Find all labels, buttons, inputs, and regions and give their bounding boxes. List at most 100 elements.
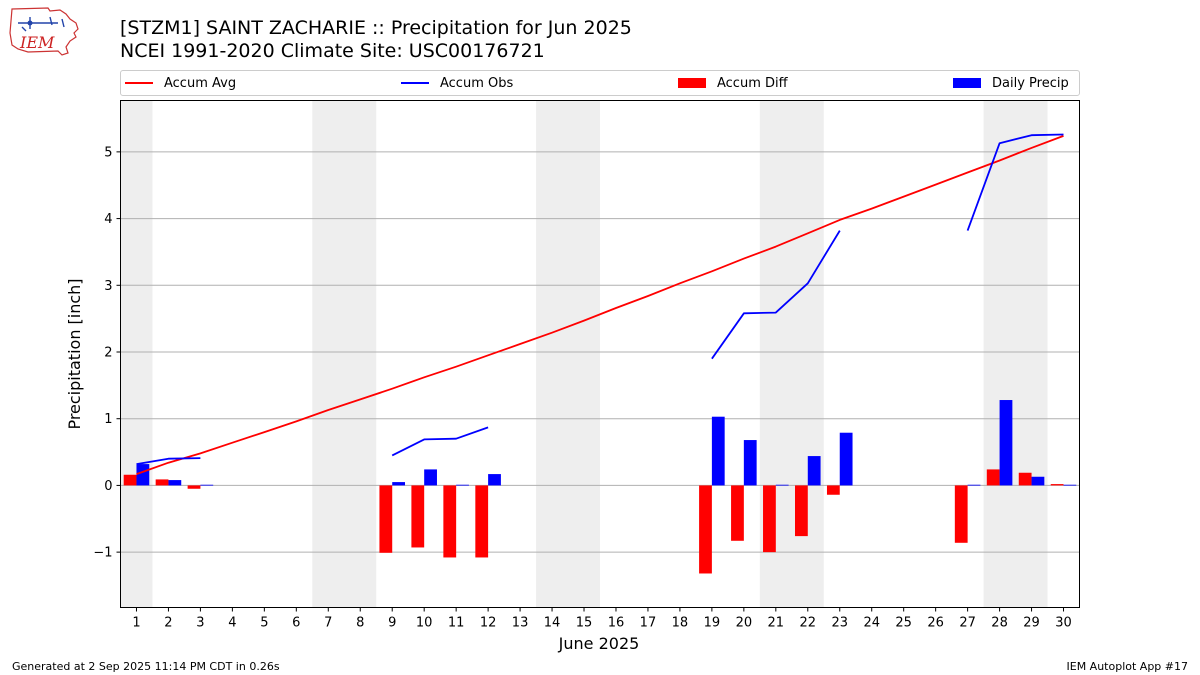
x-tick-label: 18 — [672, 616, 689, 631]
daily-precip-bar — [1063, 484, 1077, 486]
x-tick-label: 25 — [895, 616, 912, 631]
x-tick-label: 8 — [356, 616, 364, 631]
accum-diff-bar — [826, 485, 840, 495]
x-tick-label: 7 — [324, 616, 332, 631]
daily-precip-bar — [839, 432, 853, 486]
x-tick-label: 13 — [512, 616, 529, 631]
accum-diff-bar — [443, 485, 457, 558]
daily-precip-bar — [807, 456, 821, 486]
chart-subtitle: NCEI 1991-2020 Climate Site: USC00176721 — [120, 40, 545, 62]
legend-swatch — [953, 78, 981, 88]
daily-precip-bar — [711, 416, 725, 486]
y-axis-label: Precipitation [inch] — [65, 278, 84, 429]
x-tick-label: 14 — [544, 616, 561, 631]
daily-precip-bar — [168, 480, 182, 486]
accum-diff-bar — [794, 485, 808, 537]
accum-obs-line — [391, 426, 489, 457]
y-tick-label: 1 — [104, 412, 112, 427]
legend-item-accum-avg: Accum Avg — [125, 71, 236, 95]
x-tick-label: 3 — [196, 616, 204, 631]
footer-app-id: IEM Autoplot App #17 — [1066, 660, 1189, 673]
y-tick-label: 3 — [104, 279, 112, 294]
x-tick-label: 29 — [1023, 616, 1040, 631]
accum-diff-bar — [155, 479, 169, 486]
x-tick-label: 20 — [736, 616, 753, 631]
legend-item-accum-diff: Accum Diff — [678, 71, 788, 95]
x-tick-label: 27 — [959, 616, 976, 631]
daily-precip-bar — [424, 469, 437, 486]
accum-diff-bar — [123, 474, 137, 486]
accum-diff-bar — [1050, 484, 1064, 486]
daily-precip-bar — [456, 484, 469, 486]
iem-logo-icon: IEM — [9, 7, 79, 56]
legend: Accum Avg Accum Obs Accum Diff Daily Pre… — [120, 70, 1080, 96]
daily-precip-bar — [743, 440, 757, 486]
accum-diff-bar — [411, 485, 425, 548]
accum-diff-bar — [954, 485, 968, 543]
weekend-shade — [120, 100, 153, 608]
x-tick-label: 2 — [164, 616, 172, 631]
x-tick-label: 16 — [608, 616, 625, 631]
legend-label: Accum Obs — [440, 75, 514, 91]
daily-precip-bar — [392, 482, 406, 486]
x-tick-label: 19 — [704, 616, 721, 631]
accum-diff-bar — [699, 485, 712, 574]
y-tick-label: 4 — [104, 212, 112, 227]
y-tick-label: 0 — [104, 479, 112, 494]
x-tick-label: 17 — [640, 616, 657, 631]
x-tick-label: 1 — [132, 616, 140, 631]
x-tick-label: 30 — [1055, 616, 1072, 631]
legend-label: Accum Diff — [717, 75, 788, 91]
x-tick-label: 26 — [927, 616, 944, 631]
legend-swatch — [125, 82, 153, 84]
footer-generated: Generated at 2 Sep 2025 11:14 PM CDT in … — [12, 660, 280, 673]
legend-swatch — [678, 78, 706, 88]
daily-precip-bar — [1031, 476, 1045, 486]
legend-item-daily-precip: Daily Precip — [953, 71, 1069, 95]
accum-obs-line — [966, 133, 1064, 231]
legend-label: Daily Precip — [992, 75, 1069, 91]
accum-diff-bar — [1018, 472, 1032, 486]
x-tick-label: 10 — [416, 616, 433, 631]
x-axis-label: June 2025 — [558, 634, 640, 653]
chart-title: [STZM1] SAINT ZACHARIE :: Precipitation … — [120, 17, 632, 39]
daily-precip-bar — [999, 400, 1013, 486]
legend-label: Accum Avg — [164, 75, 237, 91]
x-tick-label: 23 — [831, 616, 848, 631]
y-tick-label: −1 — [93, 546, 112, 561]
daily-precip-bar — [967, 484, 981, 486]
y-tick-label: 5 — [104, 145, 112, 160]
accum-diff-bar — [763, 485, 776, 553]
accum-diff-bar — [379, 485, 393, 553]
weekend-shade — [983, 100, 1048, 608]
legend-swatch — [401, 82, 429, 84]
x-tick-label: 5 — [260, 616, 268, 631]
x-tick-label: 6 — [292, 616, 300, 631]
weekend-shade — [536, 100, 600, 608]
logo-text: IEM — [19, 33, 55, 52]
legend-item-accum-obs: Accum Obs — [401, 71, 513, 95]
x-tick-label: 9 — [388, 616, 396, 631]
x-tick-label: 21 — [768, 616, 785, 631]
plot-frame — [120, 100, 1080, 608]
daily-precip-bar — [775, 484, 789, 486]
accum-diff-bar — [187, 485, 201, 489]
x-tick-label: 24 — [863, 616, 880, 631]
weekend-shade — [312, 100, 377, 608]
daily-precip-bar — [488, 474, 501, 486]
accum-diff-bar — [986, 469, 1000, 486]
x-tick-label: 28 — [991, 616, 1008, 631]
daily-precip-bar — [136, 464, 150, 486]
x-tick-label: 4 — [228, 616, 236, 631]
daily-precip-bar — [200, 484, 214, 486]
x-tick-label: 15 — [576, 616, 593, 631]
accum-avg-line — [136, 135, 1064, 475]
accum-obs-line — [711, 230, 841, 360]
x-tick-label: 22 — [800, 616, 817, 631]
accum-obs-line — [136, 457, 201, 465]
accum-diff-bar — [731, 485, 744, 541]
accum-diff-bar — [475, 485, 489, 558]
x-tick-label: 11 — [448, 616, 465, 631]
x-tick-label: 12 — [480, 616, 497, 631]
